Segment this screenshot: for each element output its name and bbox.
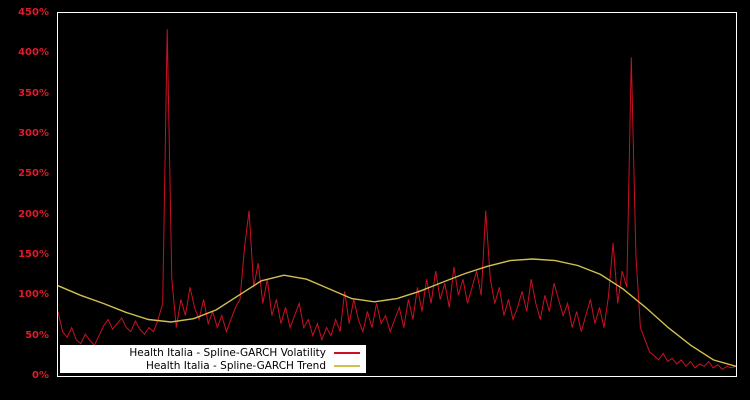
y-axis-label: 50% — [25, 329, 49, 341]
y-axis-label: 400% — [18, 47, 49, 59]
y-axis-label: 350% — [18, 87, 49, 99]
legend-item-trend: Health Italia - Spline-GARCH Trend — [60, 359, 366, 372]
y-axis-label: 100% — [18, 289, 49, 301]
y-axis-label: 200% — [18, 208, 49, 220]
volatility-series-line — [58, 29, 736, 371]
y-axis-label: 300% — [18, 128, 49, 139]
y-axis-label: 0% — [32, 370, 49, 381]
legend-line-sample-trend — [334, 364, 360, 367]
y-axis-label: 450% — [18, 7, 49, 18]
y-axis-label: 250% — [18, 168, 49, 180]
legend-item-volatility: Health Italia - Spline-GARCH Volatility — [60, 346, 366, 359]
legend-label-volatility: Health Italia - Spline-GARCH Volatility — [129, 346, 326, 359]
y-axis: 450% 400% 350% 300% 250% 200% 150% 100% 50% 0% — [0, 0, 53, 400]
trend-series-line — [58, 258, 736, 367]
legend-line-sample-volatility — [334, 351, 360, 354]
chart-legend: Health Italia - Spline-GARCH Volatility … — [60, 345, 366, 373]
y-axis-label: 150% — [18, 249, 49, 260]
chart-canvas — [58, 29, 736, 371]
legend-label-trend: Health Italia - Spline-GARCH Trend — [145, 359, 326, 372]
plot-area: Health Italia - Spline-GARCH Volatility … — [57, 12, 737, 377]
